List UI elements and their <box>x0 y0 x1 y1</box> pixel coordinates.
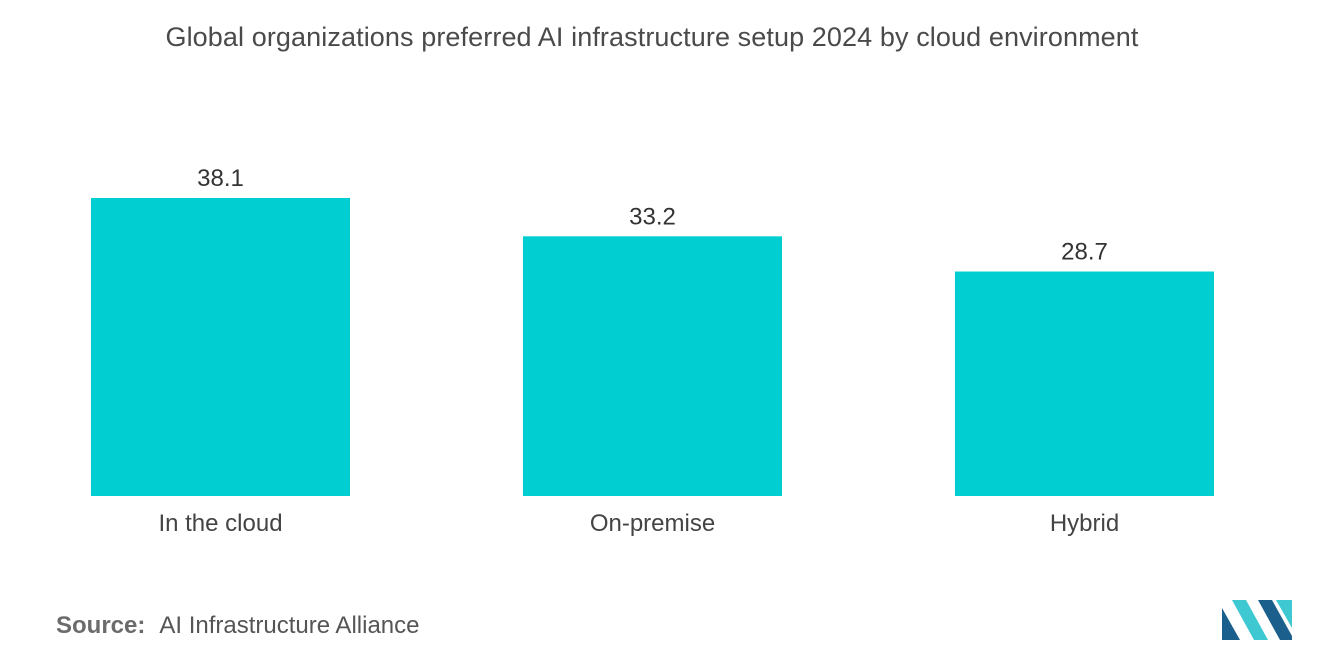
brand-logo-icon <box>1222 600 1292 640</box>
source-text: AI Infrastructure Alliance <box>159 612 420 639</box>
bar-chart: 38.1 In the cloud 33.2 On-premise 28.7 Hybrid <box>91 165 1214 537</box>
bar-0 <box>91 198 350 496</box>
chart-title: Global organizations preferred AI infras… <box>165 22 1139 52</box>
bar-2 <box>955 271 1214 496</box>
category-label-0: In the cloud <box>158 510 282 537</box>
value-label-0: 38.1 <box>197 165 244 192</box>
source-note: Source: AI Infrastructure Alliance <box>56 612 419 640</box>
category-label-1: On-premise <box>590 510 715 537</box>
value-label-2: 28.7 <box>1061 239 1108 266</box>
bar-1 <box>523 236 782 497</box>
value-label-1: 33.2 <box>629 203 676 230</box>
category-label-2: Hybrid <box>1050 510 1119 537</box>
source-label: Source: <box>56 612 146 639</box>
